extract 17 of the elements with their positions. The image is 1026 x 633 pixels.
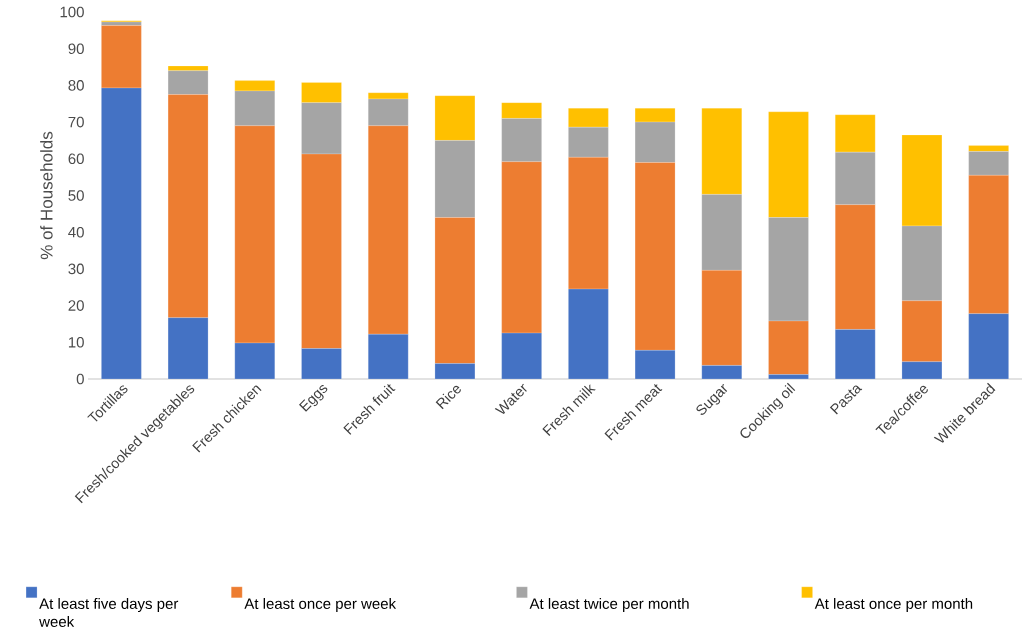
y-axis-title: % of Households xyxy=(40,131,53,260)
y-tick-label: 100 xyxy=(60,6,84,18)
x-tick-label: Rice xyxy=(435,385,461,410)
y-tick-label: 10 xyxy=(68,336,84,348)
y-tick-label: 70 xyxy=(68,116,84,128)
y-tick-label: 30 xyxy=(68,263,84,275)
legend-label: At least once per week xyxy=(244,597,397,612)
legend-label: At least once per month xyxy=(814,597,973,612)
legend-label: At least twice per month xyxy=(529,597,689,612)
y-tick-label: 80 xyxy=(68,80,84,91)
y-tick-label: 90 xyxy=(68,43,84,54)
y-tick-label: 20 xyxy=(68,300,84,311)
legend-label: At least five days per week xyxy=(39,597,179,627)
y-tick-label: 50 xyxy=(68,190,84,201)
y-tick-label: 0 xyxy=(76,373,84,385)
y-tick-label: 60 xyxy=(68,153,84,165)
y-tick-label: 40 xyxy=(68,226,84,238)
